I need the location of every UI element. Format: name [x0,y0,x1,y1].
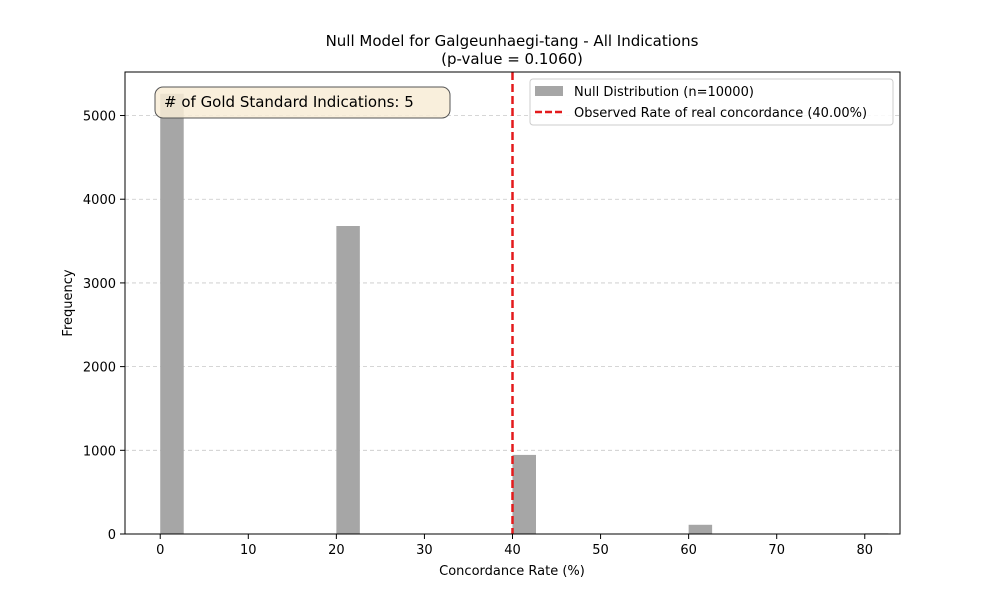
y-tick-label: 5000 [83,110,116,125]
chart-subtitle: (p-value = 0.1060) [441,50,583,68]
x-tick-label: 40 [504,543,521,558]
x-tick-label: 10 [240,543,257,558]
y-axis-label: Frequency [61,269,76,336]
x-axis-ticks: 0 10 20 30 40 50 60 70 80 [156,534,873,558]
legend-label-observed: Observed Rate of real concordance (40.00… [574,106,867,121]
histogram-bar [512,454,536,534]
legend: Null Distribution (n=10000) Observed Rat… [529,78,894,126]
x-tick-label: 70 [768,543,785,558]
x-tick-label: 20 [328,543,345,558]
histogram-bar [336,226,360,534]
y-tick-label: 1000 [83,444,116,459]
x-tick-label: 50 [592,543,609,558]
annotation-box: # of Gold Standard Indications: 5 [154,86,451,119]
x-tick-label: 60 [680,543,697,558]
x-tick-label: 0 [156,543,164,558]
annotation-text: # of Gold Standard Indications: 5 [164,93,414,111]
x-tick-label: 30 [416,543,433,558]
y-tick-label: 0 [108,528,116,543]
bars [160,93,889,535]
y-tick-label: 2000 [83,361,116,376]
y-tick-label: 4000 [83,193,116,208]
legend-swatch-null [535,86,563,96]
legend-label-null: Null Distribution (n=10000) [574,85,754,100]
y-axis-ticks: 0 1000 2000 3000 4000 5000 [83,110,125,543]
x-axis-label: Concordance Rate (%) [439,564,585,579]
annotation-background [154,86,451,119]
histogram-bar [688,524,713,534]
histogram-bar [160,93,184,535]
chart-title: Null Model for Galgeunhaegi-tang - All I… [326,32,699,50]
legend-frame [529,78,894,126]
y-tick-label: 3000 [83,277,116,292]
x-tick-label: 80 [856,543,873,558]
